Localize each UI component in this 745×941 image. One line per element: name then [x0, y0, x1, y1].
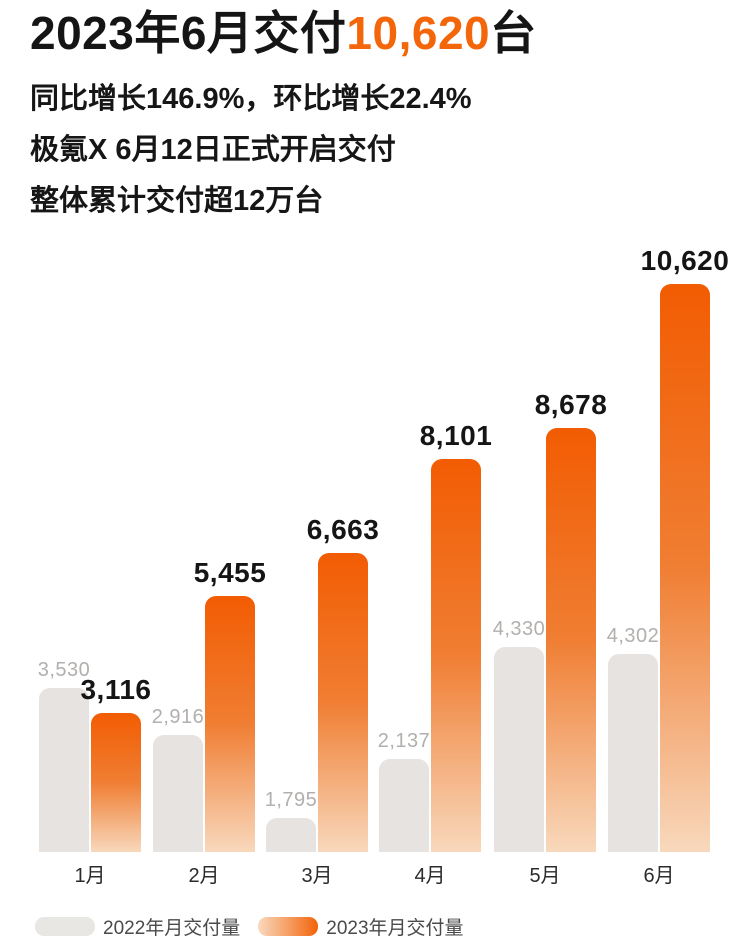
month-label-5月: 5月: [529, 865, 561, 887]
monthly-delivery-bar-chart: 3,530 3,116 1月 2,916 5,455 2月 1,795 6,663 3月 2,13…: [0, 232, 745, 887]
title-suffix: 台: [490, 7, 537, 59]
header: 2023年6月交付10,620台 同比增长146.9%，环比增长22.4% 极氪…: [30, 6, 720, 217]
legend-label-2022: 2022年月交付量: [103, 918, 241, 939]
bar-2022-3月: [266, 818, 316, 852]
value-label-2023-3月: 6,663: [306, 514, 380, 545]
title-prefix: 2023年6月交付: [30, 7, 347, 59]
bar-2023-5月: [546, 428, 596, 852]
legend-label-2023: 2023年月交付量: [326, 918, 464, 939]
bar-2023-6月: [660, 284, 710, 852]
subtitle-block: 同比增长146.9%，环比增长22.4% 极氪X 6月12日正式开启交付 整体累…: [30, 74, 720, 227]
month-label-6月: 6月: [643, 865, 675, 887]
value-label-2022-3月: 1,795: [264, 789, 318, 811]
month-label-1月: 1月: [74, 865, 106, 887]
page-title: 2023年6月交付10,620台: [30, 6, 720, 60]
bar-2022-2月: [153, 735, 203, 852]
value-label-2023-2月: 5,455: [193, 557, 267, 588]
title-highlight-number: 10,620: [346, 7, 491, 59]
subtitle-yoy-mom-growth: 同比增长146.9%，环比增长22.4%: [30, 83, 472, 115]
value-label-2023-6月: 10,620: [640, 245, 730, 276]
value-label-2023-5月: 8,678: [534, 389, 608, 420]
bar-2023-2月: [205, 596, 255, 852]
value-label-2022-2月: 2,916: [151, 706, 205, 728]
legend-swatch-2022: [35, 917, 95, 936]
value-label-2022-5月: 4,330: [492, 618, 546, 640]
bar-2022-5月: [494, 647, 544, 852]
bar-2023-4月: [431, 459, 481, 852]
month-label-2月: 2月: [188, 865, 220, 887]
bar-2022-1月: [39, 688, 89, 852]
bar-2022-4月: [379, 759, 429, 852]
legend-item-2022: 2022年月交付量: [35, 913, 240, 940]
bar-2022-6月: [608, 654, 658, 852]
value-label-2022-1月: 3,530: [37, 659, 91, 681]
value-label-2022-6月: 4,302: [606, 625, 660, 647]
bar-2023-1月: [91, 713, 141, 852]
bar-2023-3月: [318, 553, 368, 852]
month-label-4月: 4月: [414, 865, 446, 887]
legend-swatch-2023: [258, 917, 319, 936]
value-label-2023-1月: 3,116: [80, 674, 152, 705]
subtitle-cumulative-total: 整体累计交付超12万台: [30, 185, 324, 217]
chart-legend: 2022年月交付量 2023年月交付量: [35, 913, 482, 940]
legend-item-2023: 2023年月交付量: [258, 913, 464, 940]
subtitle-zeekr-x-launch: 极氪X 6月12日正式开启交付: [30, 134, 396, 166]
value-label-2023-4月: 8,101: [419, 420, 493, 451]
value-label-2022-4月: 2,137: [377, 730, 431, 752]
month-label-3月: 3月: [301, 865, 333, 887]
